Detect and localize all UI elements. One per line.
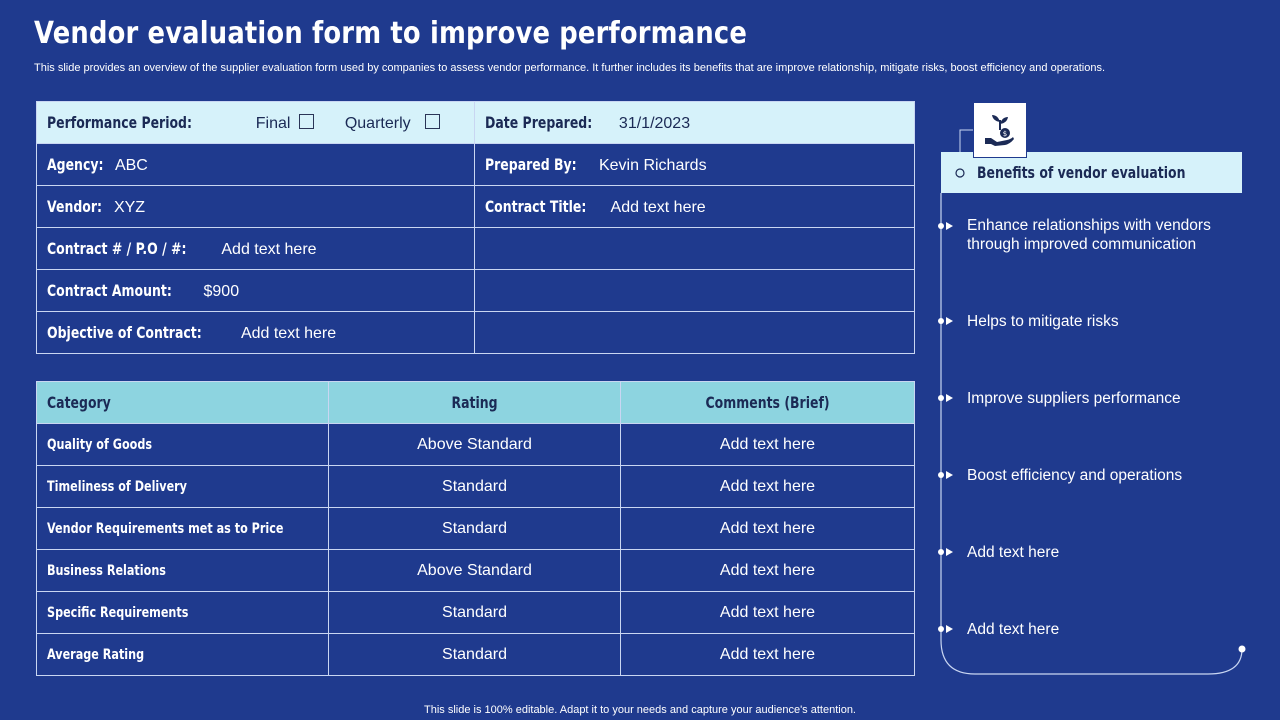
performance-period-cell: Performance Period: Final Quarterly: [36, 101, 475, 144]
contract-amount-cell: Contract Amount: $900: [36, 269, 475, 312]
comment-cell[interactable]: Add text here: [620, 465, 915, 508]
evaluation-header-row: Category Rating Comments (Brief): [36, 381, 915, 424]
contract-title-label: Contract Title:: [485, 196, 587, 216]
performance-period-label: Performance Period:: [47, 112, 192, 132]
comment-cell[interactable]: Add text here: [620, 633, 915, 676]
info-row: Objective of Contract: Add text here: [36, 311, 915, 354]
vendor-label: Vendor:: [47, 196, 102, 216]
contract-amount-label: Contract Amount:: [47, 280, 172, 300]
table-row: Vendor Requirements met as to Price Stan…: [36, 507, 915, 550]
slide-title: Vendor evaluation form to improve perfor…: [34, 16, 748, 51]
benefits-title: Benefits of vendor evaluation: [977, 163, 1186, 182]
objective-cell: Objective of Contract: Add text here: [36, 311, 475, 354]
contract-number-cell: Contract # / P.O / #: Add text here: [36, 227, 475, 270]
category-cell: Timeliness of Delivery: [36, 465, 329, 508]
benefit-item: Helps to mitigate risks: [967, 313, 1119, 330]
objective-value[interactable]: Add text here: [240, 324, 337, 342]
contract-amount-value[interactable]: $900: [203, 282, 240, 300]
column-header-rating: Rating: [328, 381, 621, 424]
comment-cell[interactable]: Add text here: [620, 507, 915, 550]
category-cell: Vendor Requirements met as to Price: [36, 507, 329, 550]
date-prepared-label: Date Prepared:: [485, 112, 593, 132]
contract-title-value[interactable]: Add text here: [610, 198, 706, 216]
rating-cell[interactable]: Above Standard: [328, 423, 621, 466]
info-row: Contract # / P.O / #: Add text here: [36, 227, 915, 270]
benefits-header: Benefits of vendor evaluation: [941, 152, 1242, 193]
hand-plant-coin-icon: $: [973, 102, 1027, 158]
column-header-category: Category: [36, 381, 329, 424]
evaluation-table: Category Rating Comments (Brief) Quality…: [36, 381, 915, 676]
benefit-item: Improve suppliers performance: [967, 390, 1181, 407]
date-prepared-value[interactable]: 31/1/2023: [618, 114, 691, 132]
footer-note: This slide is 100% editable. Adapt it to…: [424, 704, 856, 716]
rating-cell[interactable]: Above Standard: [328, 549, 621, 592]
benefit-item: Boost efficiency and operations: [967, 467, 1183, 484]
date-prepared-cell: Date Prepared: 31/1/2023: [474, 101, 915, 144]
info-row: Contract Amount: $900: [36, 269, 915, 312]
agency-label: Agency:: [47, 154, 104, 174]
comment-cell[interactable]: Add text here: [620, 423, 915, 466]
vendor-cell: Vendor: XYZ: [36, 185, 475, 228]
quarterly-checkbox[interactable]: [425, 114, 441, 130]
prepared-by-label: Prepared By:: [485, 154, 577, 174]
contract-number-value[interactable]: Add text here: [221, 240, 317, 258]
contract-title-cell: Contract Title: Add text here: [474, 185, 915, 228]
benefit-item: Enhance relationships with vendors throu…: [967, 217, 1211, 253]
final-label: Final: [255, 114, 291, 132]
svg-text:$: $: [1003, 130, 1007, 138]
agency-cell: Agency: ABC: [36, 143, 475, 186]
benefit-item: Add text here: [967, 621, 1060, 638]
table-row: Quality of Goods Above Standard Add text…: [36, 423, 915, 466]
prepared-by-value[interactable]: Kevin Richards: [598, 156, 707, 174]
info-row: Vendor: XYZ Contract Title: Add text her…: [36, 185, 915, 228]
info-row: Performance Period: Final Quarterly Date…: [36, 101, 915, 144]
comment-cell[interactable]: Add text here: [620, 591, 915, 634]
slide-subtitle: This slide provides an overview of the s…: [34, 62, 1106, 74]
category-cell: Business Relations: [36, 549, 329, 592]
vendor-value[interactable]: XYZ: [113, 198, 146, 216]
benefit-item: Add text here: [967, 544, 1060, 561]
column-header-comments: Comments (Brief): [620, 381, 915, 424]
rating-cell[interactable]: Standard: [328, 507, 621, 550]
empty-cell[interactable]: [474, 269, 915, 312]
table-row: Specific Requirements Standard Add text …: [36, 591, 915, 634]
table-row: Average Rating Standard Add text here: [36, 633, 915, 676]
empty-cell[interactable]: [474, 227, 915, 270]
circle-bullet-icon: [955, 168, 965, 178]
category-cell: Average Rating: [36, 633, 329, 676]
info-table: Performance Period: Final Quarterly Date…: [36, 101, 915, 354]
rating-cell[interactable]: Standard: [328, 591, 621, 634]
objective-label: Objective of Contract:: [47, 322, 202, 342]
final-checkbox[interactable]: [298, 114, 314, 130]
quarterly-label: Quarterly: [344, 114, 411, 132]
empty-cell[interactable]: [474, 311, 915, 354]
table-row: Business Relations Above Standard Add te…: [36, 549, 915, 592]
contract-number-label: Contract # / P.O / #:: [47, 238, 187, 258]
table-row: Timeliness of Delivery Standard Add text…: [36, 465, 915, 508]
agency-value[interactable]: ABC: [114, 156, 148, 174]
category-cell: Quality of Goods: [36, 423, 329, 466]
